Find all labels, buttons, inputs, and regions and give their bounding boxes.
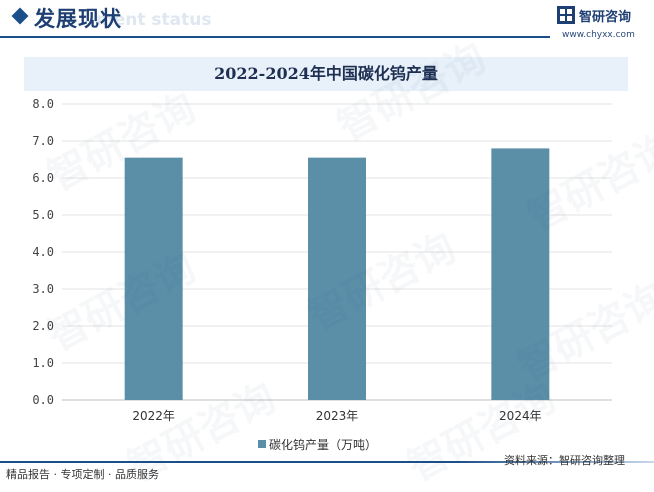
legend-label: 碳化钨产量（万吨） (269, 438, 378, 452)
y-tick-label: 3.0 (32, 282, 54, 296)
x-tick-label: 2023年 (316, 409, 359, 423)
y-tick-label: 5.0 (32, 208, 54, 222)
bar-2 (308, 157, 366, 400)
footer-slogan: 精品报告 · 专项定制 · 品质服务 (6, 468, 159, 481)
header-divider (0, 36, 550, 38)
x-tick-label: 2024年 (499, 409, 542, 423)
footer-divider (0, 461, 654, 463)
data-source: 资料来源：智研咨询整理 (504, 454, 625, 467)
bar-1 (124, 157, 183, 400)
y-tick-label: 4.0 (32, 245, 54, 259)
section-subtitle-en: ment status (96, 10, 212, 30)
bar-3 (491, 148, 550, 400)
logo-text: 智研咨询 (579, 10, 632, 25)
y-tick-label: 0.0 (32, 393, 54, 407)
chart-title-band: 2022-2024年中国碳化钨产量 (24, 57, 628, 91)
y-tick-label: 6.0 (32, 171, 54, 185)
logo-icon (557, 6, 575, 24)
y-tick-label: 8.0 (32, 97, 54, 111)
y-tick-label: 1.0 (32, 356, 54, 370)
y-tick-label: 2.0 (32, 319, 54, 333)
chart-title: 2022-2024年中国碳化钨产量 (214, 64, 438, 83)
logo-url: www.chyxx.com (562, 30, 635, 40)
legend-swatch (258, 440, 266, 448)
x-tick-label: 2022年 (132, 409, 175, 423)
header: ment status 发展现状 智研咨询 www.chyxx.com (0, 0, 654, 40)
section-title: 发展现状 (34, 7, 122, 31)
y-tick-label: 7.0 (32, 134, 54, 148)
